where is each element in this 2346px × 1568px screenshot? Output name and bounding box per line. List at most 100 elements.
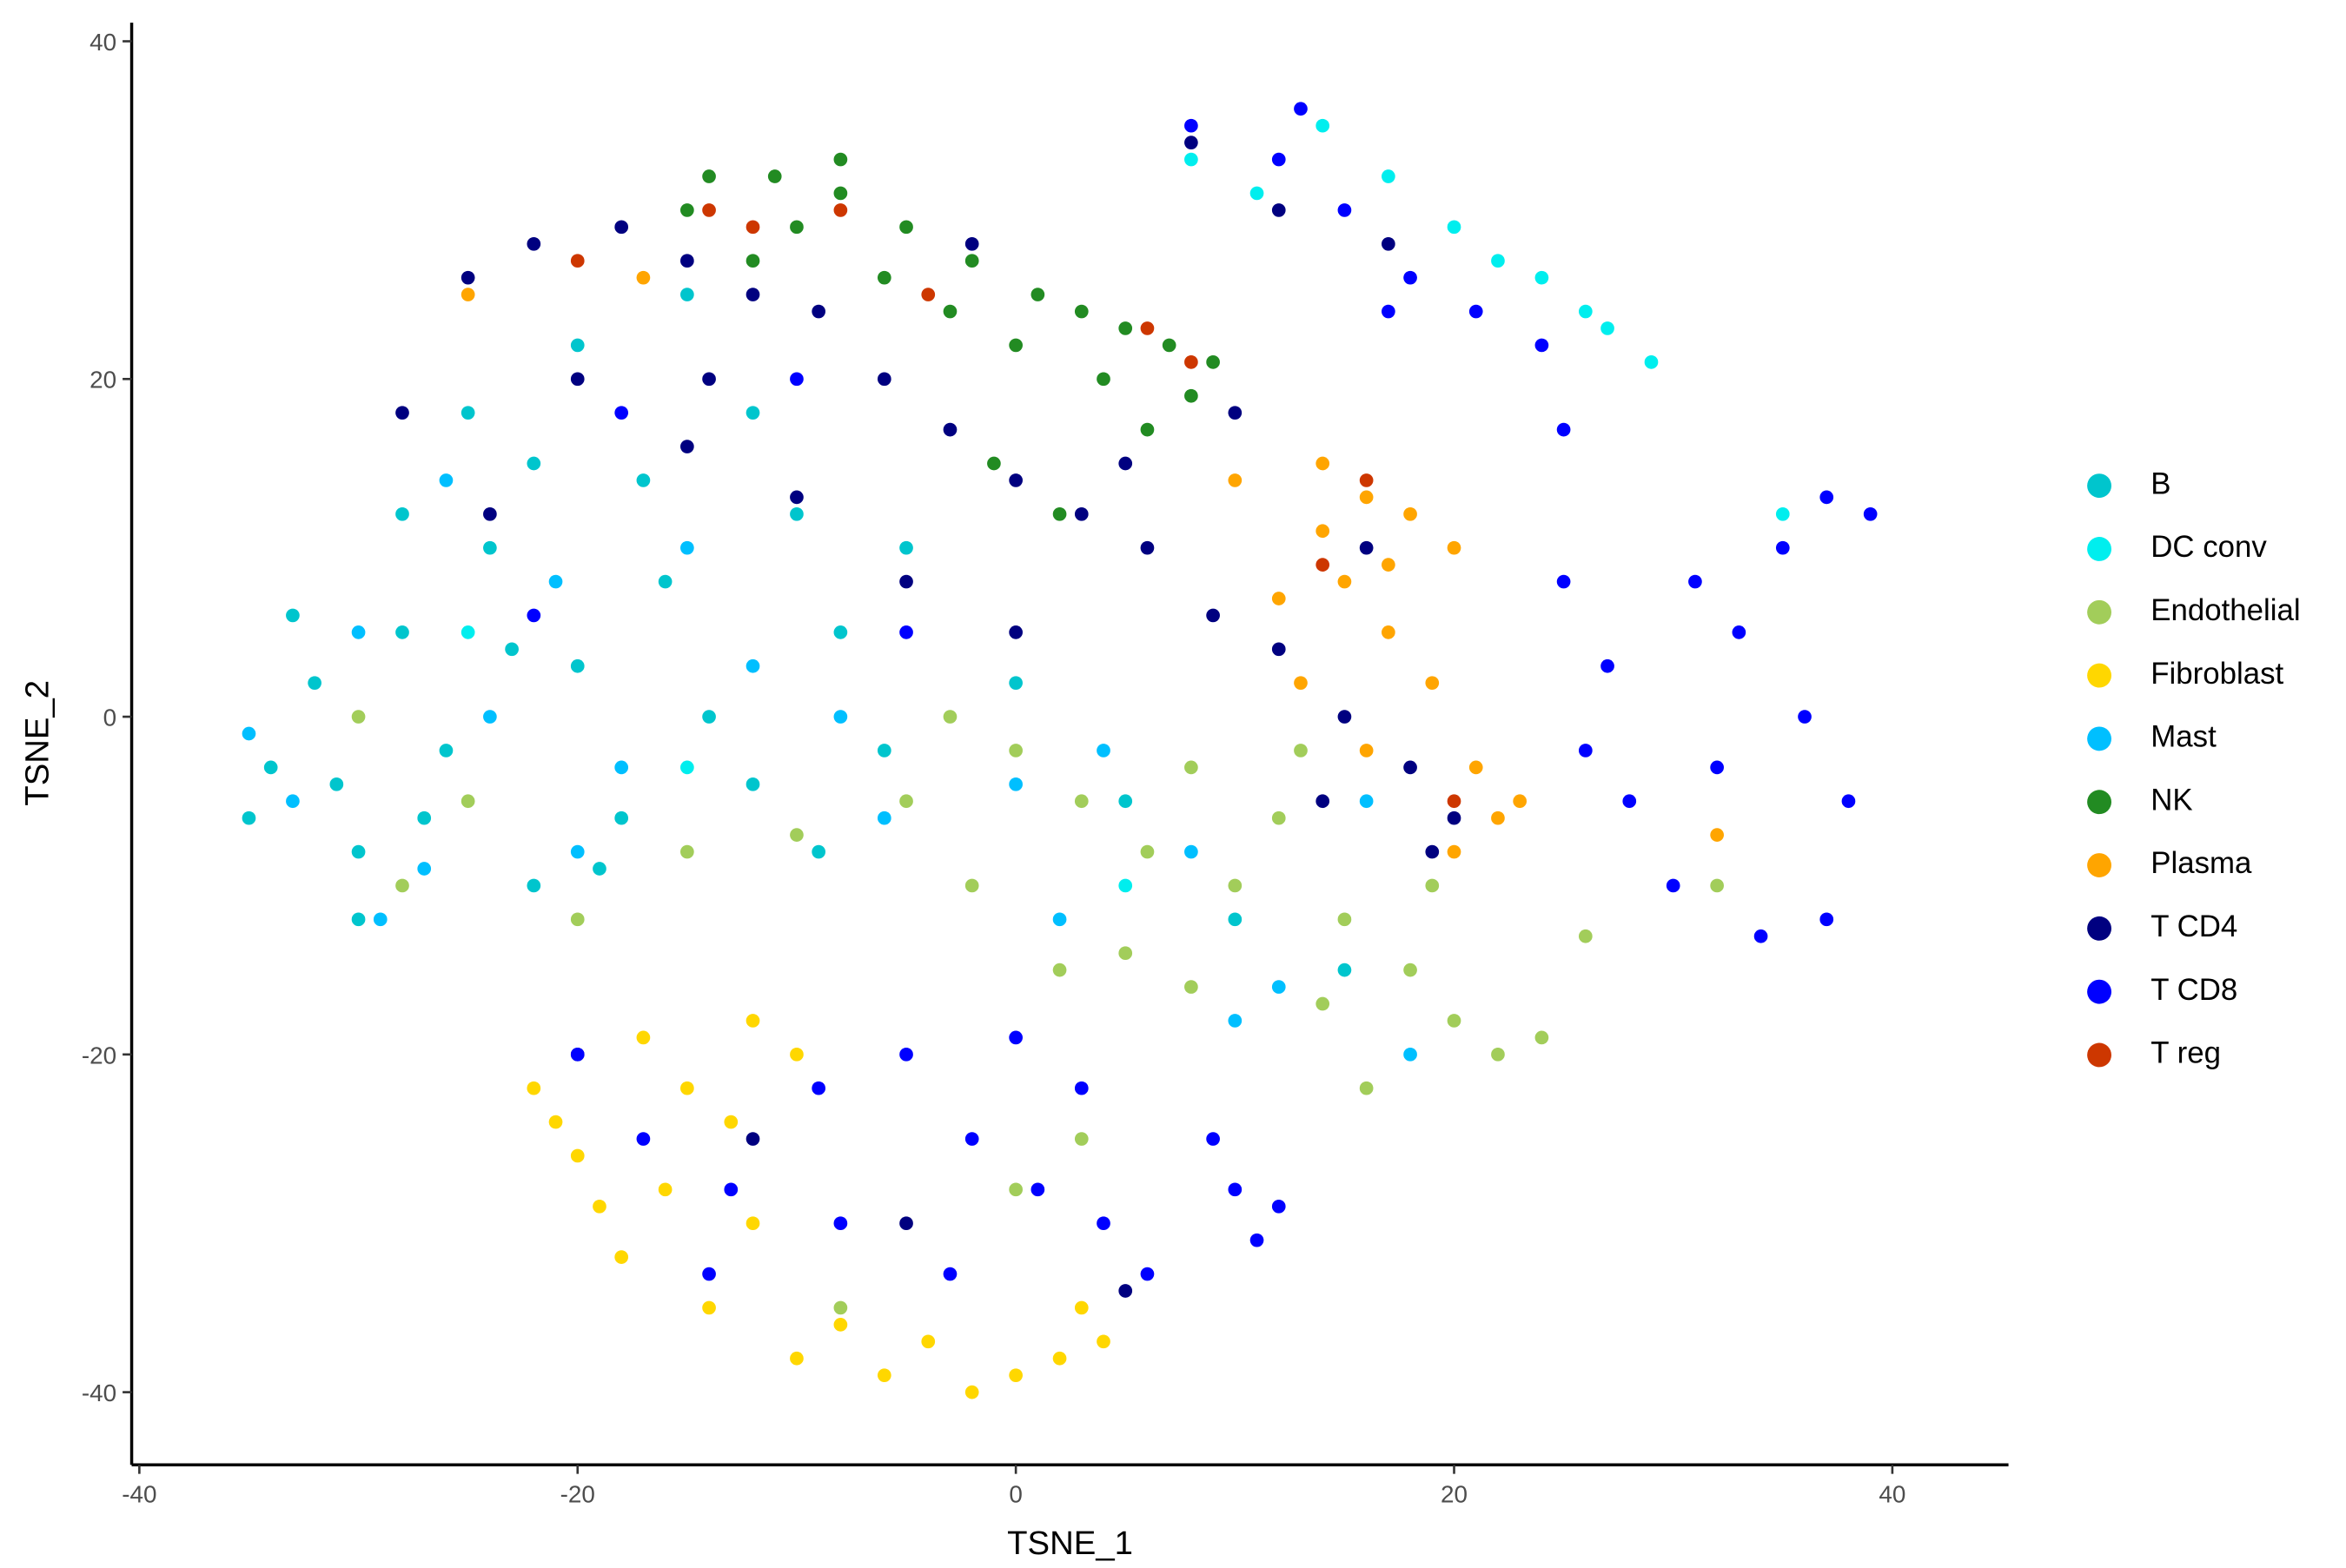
data-point <box>1425 878 1440 893</box>
data-point <box>614 760 629 775</box>
data-point <box>1009 1030 1023 1045</box>
data-point <box>964 1132 979 1146</box>
data-point <box>1359 1081 1374 1095</box>
data-point <box>1447 220 1461 235</box>
data-point <box>833 1300 848 1315</box>
data-point <box>1622 794 1637 809</box>
data-point <box>461 794 475 809</box>
data-point <box>702 710 716 724</box>
data-point <box>790 372 804 387</box>
data-point <box>1009 676 1023 691</box>
data-point <box>1447 1014 1461 1028</box>
data-point <box>570 1047 585 1062</box>
data-point <box>461 625 475 639</box>
data-point <box>439 744 454 758</box>
data-point <box>746 1132 760 1146</box>
data-point <box>570 844 585 859</box>
data-point <box>1382 558 1395 572</box>
data-point <box>593 862 606 876</box>
data-point <box>943 304 958 319</box>
data-point <box>614 810 629 825</box>
data-point <box>1382 169 1395 183</box>
data-point <box>833 625 848 639</box>
data-point <box>680 254 694 268</box>
data-point <box>1534 1030 1549 1045</box>
data-point <box>570 912 585 927</box>
data-point <box>702 1300 716 1315</box>
data-point <box>812 844 826 859</box>
data-point <box>483 506 497 521</box>
legend-label: Fibroblast <box>2150 657 2283 691</box>
data-point <box>702 169 716 183</box>
data-point <box>1228 878 1243 893</box>
legend-label: Plasma <box>2150 846 2252 880</box>
data-point <box>1491 1047 1505 1062</box>
data-point <box>1710 760 1724 775</box>
data-point <box>877 744 891 758</box>
data-point <box>1249 186 1264 201</box>
data-point <box>1184 136 1198 149</box>
data-point <box>417 862 432 876</box>
data-point <box>1819 912 1834 927</box>
y-tick-label: 20 <box>89 367 116 394</box>
data-point <box>1819 490 1834 505</box>
data-point <box>1140 321 1155 335</box>
points-layer <box>242 102 1878 1399</box>
data-point <box>1403 760 1417 775</box>
data-point <box>1775 506 1790 521</box>
data-point <box>833 152 848 167</box>
data-point <box>964 878 979 893</box>
data-point <box>899 1216 913 1231</box>
y-tick-label: 0 <box>103 705 116 731</box>
data-point <box>1491 254 1505 268</box>
legend-key <box>2087 979 2111 1004</box>
data-point <box>943 710 958 724</box>
x-tick-label: 20 <box>1441 1481 1468 1508</box>
x-tick-label: 0 <box>1009 1481 1023 1508</box>
data-point <box>1382 236 1395 251</box>
legend-key <box>2087 537 2111 561</box>
data-point <box>1491 810 1505 825</box>
data-point <box>1359 490 1374 505</box>
data-point <box>483 540 497 555</box>
data-point <box>1052 1351 1067 1366</box>
data-point <box>1468 304 1483 319</box>
data-point <box>1074 1132 1089 1146</box>
data-point <box>724 1182 739 1197</box>
data-point <box>790 1047 804 1062</box>
data-point <box>527 878 541 893</box>
legend-key <box>2087 726 2111 751</box>
data-point <box>1315 456 1330 471</box>
data-point <box>1074 506 1089 521</box>
data-point <box>1644 355 1659 369</box>
data-point <box>1775 540 1790 555</box>
data-point <box>899 625 913 639</box>
data-point <box>1184 844 1198 859</box>
data-point <box>395 506 409 521</box>
data-point <box>833 1216 848 1231</box>
data-point <box>680 760 694 775</box>
data-point <box>1052 506 1067 521</box>
data-point <box>614 406 629 420</box>
data-point <box>680 844 694 859</box>
data-point <box>1031 288 1045 301</box>
data-point <box>943 422 958 437</box>
data-point <box>1184 760 1198 775</box>
data-point <box>1294 102 1308 116</box>
data-point <box>1097 1216 1110 1231</box>
y-tick-label: -20 <box>82 1042 116 1068</box>
data-point <box>570 658 585 673</box>
data-point <box>833 710 848 724</box>
legend-key <box>2087 790 2111 815</box>
data-point <box>1271 592 1286 605</box>
data-point <box>308 676 321 691</box>
data-point <box>1337 710 1352 724</box>
data-point <box>899 220 913 235</box>
data-point <box>1534 338 1549 353</box>
data-point <box>242 726 256 741</box>
data-point <box>286 794 300 809</box>
data-point <box>1118 1284 1133 1298</box>
data-point <box>658 574 673 589</box>
data-point <box>527 608 541 623</box>
